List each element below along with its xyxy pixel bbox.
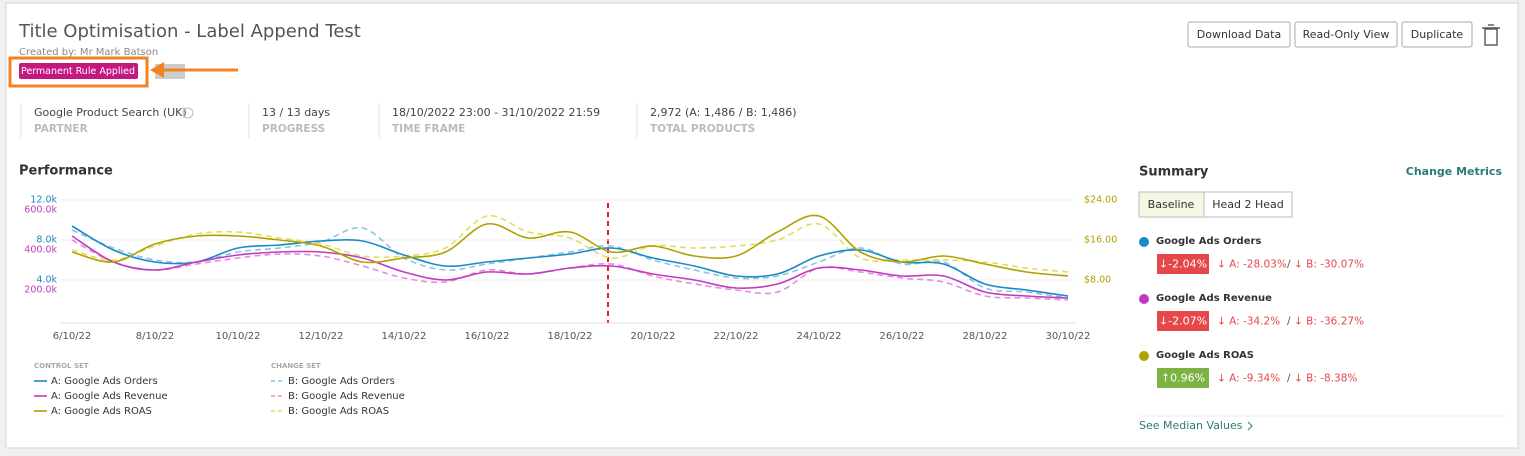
highlight-box bbox=[8, 56, 149, 88]
y-tick-label: 400.0k bbox=[24, 245, 57, 256]
metric-b: ↓ B: -36.27% bbox=[1294, 316, 1364, 328]
change-metrics[interactable]: Change Metrics bbox=[1406, 165, 1503, 178]
metric-badge bbox=[1157, 368, 1209, 388]
y-tick-label: 4.0k bbox=[36, 275, 57, 286]
y-tick-label: 12.0k bbox=[30, 195, 57, 206]
series-line bbox=[71, 226, 1069, 299]
trash-icon[interactable] bbox=[1482, 24, 1500, 46]
arrow-head bbox=[150, 62, 164, 78]
metric-a: ↓ A: -28.03% bbox=[1217, 259, 1287, 271]
info-label: PARTNER bbox=[34, 123, 88, 135]
badge-bg bbox=[19, 63, 138, 79]
x-tick-label: 8/10/22 bbox=[136, 331, 175, 342]
series-line bbox=[71, 214, 1069, 277]
y-tick-label: $24.00 bbox=[1084, 195, 1117, 206]
tab[interactable] bbox=[1203, 191, 1293, 218]
info-label: PROGRESS bbox=[262, 123, 325, 135]
legend-label: B: Google Ads Orders bbox=[288, 376, 395, 387]
summary-title: Summary bbox=[1139, 165, 1209, 180]
series-line bbox=[71, 235, 1069, 299]
button[interactable] bbox=[1187, 21, 1291, 48]
y-tick-label: 600.0k bbox=[24, 205, 57, 216]
y-tick-label: 8.0k bbox=[36, 235, 57, 246]
info-value: 2,972 (A: 1,486 / B: 1,486) bbox=[650, 106, 797, 119]
metric-b: ↓ B: -30.07% bbox=[1294, 259, 1364, 271]
legend-group: CHANGE SET bbox=[271, 362, 321, 370]
legend-label: B: Google Ads ROAS bbox=[288, 406, 389, 417]
metric-badge bbox=[1157, 254, 1209, 274]
metric-sep: / bbox=[1287, 259, 1291, 271]
x-tick-label: 26/10/22 bbox=[880, 331, 925, 342]
metric-dot bbox=[1139, 294, 1149, 304]
info-label: TOTAL PRODUCTS bbox=[650, 123, 755, 135]
metric-b: ↓ B: -8.38% bbox=[1294, 373, 1357, 385]
title: Title Optimisation - Label Append Test bbox=[18, 21, 361, 42]
button-label: Download Data bbox=[1197, 28, 1281, 41]
badge: Permanent Rule Applied bbox=[21, 66, 135, 77]
legend-label: A: Google Ads Orders bbox=[51, 376, 158, 387]
created-by: Created by: Mr Mark Batson bbox=[19, 47, 158, 58]
y-tick-label: 200.0k bbox=[24, 285, 57, 296]
button[interactable] bbox=[1294, 21, 1398, 48]
info-label: TIME FRAME bbox=[392, 123, 465, 135]
tab-active[interactable] bbox=[1138, 191, 1205, 218]
info-value: Google Product Search (UK) bbox=[34, 106, 187, 119]
metric-name: Google Ads Revenue bbox=[1156, 293, 1272, 304]
metric-a: ↓ A: -9.34% bbox=[1217, 373, 1280, 385]
metric-sep: / bbox=[1287, 373, 1291, 385]
legend-group: CONTROL SET bbox=[34, 362, 89, 370]
button-label: Duplicate bbox=[1411, 28, 1464, 41]
x-tick-label: 20/10/22 bbox=[631, 331, 676, 342]
tab-label: Head 2 Head bbox=[1212, 198, 1284, 211]
x-tick-label: 22/10/22 bbox=[714, 331, 759, 342]
metric-badge-label: ↓-2.04% bbox=[1159, 258, 1207, 271]
x-tick-label: 24/10/22 bbox=[797, 331, 842, 342]
chart-title: Performance bbox=[19, 164, 113, 179]
card bbox=[5, 2, 1519, 449]
metric-dot bbox=[1139, 237, 1149, 247]
metric-dot bbox=[1139, 351, 1149, 361]
legend-label: A: Google Ads ROAS bbox=[51, 406, 152, 417]
share-icon bbox=[182, 107, 194, 119]
legend-label: A: Google Ads Revenue bbox=[51, 391, 168, 402]
median-link[interactable]: See Median Values bbox=[1139, 419, 1243, 432]
x-tick-label: 30/10/22 bbox=[1046, 331, 1091, 342]
info-value: 18/10/2022 23:00 - 31/10/2022 21:59 bbox=[392, 106, 600, 119]
y-tick-label: $16.00 bbox=[1084, 235, 1117, 246]
metric-name: Google Ads Orders bbox=[1156, 236, 1261, 247]
metric-a: ↓ A: -34.2% bbox=[1217, 316, 1280, 328]
x-tick-label: 12/10/22 bbox=[299, 331, 344, 342]
x-tick-label: 16/10/22 bbox=[465, 331, 510, 342]
metric-badge-label: ↓-2.07% bbox=[1159, 315, 1207, 328]
button[interactable] bbox=[1401, 21, 1473, 48]
x-tick-label: 28/10/22 bbox=[963, 331, 1008, 342]
button-label: Read-Only View bbox=[1303, 28, 1390, 41]
series-line bbox=[71, 214, 1069, 273]
chevron bbox=[1247, 421, 1253, 431]
x-tick-label: 10/10/22 bbox=[216, 331, 261, 342]
info-value: 13 / 13 days bbox=[262, 106, 330, 119]
legend-label: B: Google Ads Revenue bbox=[288, 391, 405, 402]
metric-badge bbox=[1157, 311, 1209, 331]
metric-sep: / bbox=[1287, 316, 1291, 328]
y-tick-label: $8.00 bbox=[1084, 275, 1111, 286]
metric-badge-label: ↑0.96% bbox=[1161, 372, 1205, 385]
metric-name: Google Ads ROAS bbox=[1156, 350, 1254, 361]
x-tick-label: 14/10/22 bbox=[382, 331, 427, 342]
x-tick-label: 18/10/22 bbox=[548, 331, 593, 342]
x-tick-label: 6/10/22 bbox=[53, 331, 92, 342]
tab-label: Baseline bbox=[1148, 198, 1195, 211]
